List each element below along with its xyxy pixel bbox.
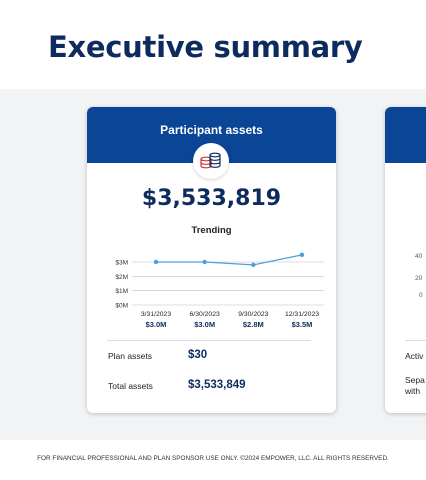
footer-disclaimer: FOR FINANCIAL PROFESSIONAL AND PLAN SPON… — [37, 455, 389, 462]
next-divider — [405, 340, 426, 341]
participant-assets-card: Participant assets $3,533,819 Trending $… — [87, 107, 336, 413]
next-row-label: with — [405, 386, 421, 396]
trend-title: Trending — [191, 225, 232, 236]
x-tick-label: 12/31/2023 — [285, 311, 319, 318]
data-point — [153, 259, 159, 265]
divider — [107, 340, 311, 341]
x-tick-label: 3/31/2023 — [141, 311, 171, 318]
peek-tick: 20 — [415, 275, 423, 282]
next-row-label: Activ — [405, 351, 424, 361]
x-tick-label: 9/30/2023 — [238, 311, 268, 318]
peek-tick: 0 — [419, 292, 423, 299]
total-assets-label: Total assets — [108, 381, 153, 391]
page-title: Executive summary — [48, 30, 363, 64]
total-assets-value: $3,533,849 — [188, 379, 246, 391]
next-card-header — [385, 107, 426, 163]
y-tick-label: $0M — [115, 303, 128, 310]
card-title: Participant assets — [160, 123, 263, 137]
participant-assets-total: $3,533,819 — [141, 186, 282, 211]
next-card: 40 20 0 Activ Sepa with — [385, 107, 426, 413]
y-tick-label: $1M — [115, 288, 128, 295]
data-label: $2.8M — [243, 320, 264, 329]
data-point — [299, 252, 305, 258]
coins-icon — [193, 143, 229, 179]
y-tick-label: $3M — [115, 260, 128, 267]
data-point — [202, 259, 207, 265]
peek-tick: 40 — [415, 253, 423, 260]
data-label: $3.5M — [292, 320, 313, 329]
data-label: $3.0M — [194, 320, 215, 329]
x-tick-label: 6/30/2023 — [190, 311, 220, 318]
trend-chart: $3M $2M $1M $0M 3/31/2023 $3.0M 6/30/2023 $3.0M… — [115, 252, 324, 329]
plan-assets-label: Plan assets — [108, 351, 152, 361]
data-label: $3.0M — [146, 320, 167, 329]
trend-line — [156, 254, 303, 266]
next-row-label: Sepa — [405, 375, 425, 385]
plan-assets-value: $30 — [188, 349, 208, 361]
y-tick-label: $2M — [115, 274, 128, 281]
data-point — [251, 262, 256, 268]
